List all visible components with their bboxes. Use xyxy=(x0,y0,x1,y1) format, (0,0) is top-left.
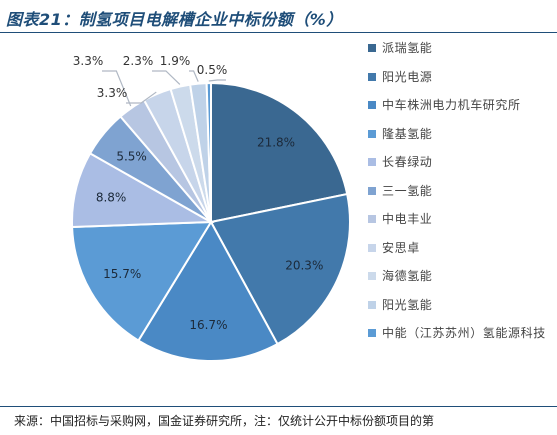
legend-swatch xyxy=(368,158,376,166)
legend-label: 中能（江苏苏州）氢能源科技 xyxy=(382,326,546,340)
slice-value-label: 8.8% xyxy=(96,191,127,205)
pie-slice xyxy=(209,192,351,346)
slice-value-label: 0.5% xyxy=(197,63,228,77)
legend-swatch xyxy=(368,329,376,337)
slice-value-label: 3.3% xyxy=(73,54,104,68)
slice-value-label: 3.3% xyxy=(97,86,128,100)
slice-value-label: 20.3% xyxy=(285,258,323,272)
legend-swatch xyxy=(368,101,376,109)
legend-item: 阳光氢能 xyxy=(368,297,554,326)
legend-swatch xyxy=(368,44,376,52)
label-leader-line xyxy=(126,91,157,104)
legend-label: 中电丰业 xyxy=(382,212,433,226)
legend-swatch xyxy=(368,300,376,309)
legend-label: 派瑞氢能 xyxy=(382,41,433,55)
legend-label: 阳光氢能 xyxy=(382,297,433,312)
legend-label: 长春绿动 xyxy=(382,155,433,169)
legend-swatch xyxy=(368,243,376,252)
label-leader-line xyxy=(152,70,181,85)
source-divider xyxy=(0,406,557,407)
legend-label: 三一氢能 xyxy=(382,183,433,198)
legend-label: 安思卓 xyxy=(382,240,420,255)
slice-value-label: 21.8% xyxy=(257,135,295,149)
slice-value-label: 16.7% xyxy=(189,318,227,332)
slice-value-label: 1.9% xyxy=(160,54,191,68)
label-leader-line xyxy=(189,70,199,82)
chart-title: 图表21：制氢项目电解槽企业中标份额（%） xyxy=(6,10,343,29)
label-leader-line xyxy=(102,70,132,107)
legend-item: 海德氢能 xyxy=(368,268,554,297)
legend-item: 中能（江苏苏州）氢能源科技 xyxy=(368,325,554,354)
legend-label: 阳光电源 xyxy=(382,69,433,84)
title-divider xyxy=(0,32,557,33)
slice-value-label: 2.3% xyxy=(123,54,154,68)
legend-label: 隆基氢能 xyxy=(382,126,433,141)
legend-swatch xyxy=(368,72,376,81)
legend-item: 中车株洲电力机车研究所 xyxy=(368,97,554,126)
slice-value-label: 5.5% xyxy=(116,150,147,164)
pie-slice xyxy=(210,81,349,224)
slice-value-label: 15.7% xyxy=(103,267,141,281)
legend-label: 海德氢能 xyxy=(382,269,433,283)
source-note: 来源：中国招标与采购网，国金证券研究所，注：仅统计公开中标份额项目的第 xyxy=(14,414,435,428)
pie-slice xyxy=(137,220,279,362)
legend-swatch xyxy=(368,215,376,223)
legend-item: 阳光电源 xyxy=(368,69,554,98)
legend-item: 安思卓 xyxy=(368,240,554,269)
legend-item: 长春绿动 xyxy=(368,154,554,183)
chart-legend: 派瑞氢能阳光电源中车株洲电力机车研究所 隆基氢能长春绿动三一氢能中电丰业安思卓海德… xyxy=(368,40,554,354)
legend-swatch xyxy=(368,186,376,195)
legend-swatch xyxy=(368,129,376,138)
legend-item: 派瑞氢能 xyxy=(368,40,554,69)
legend-item: 三一氢能 xyxy=(368,183,554,212)
legend-label: 中车株洲电力机车研究所 xyxy=(382,98,521,112)
pie-slice xyxy=(71,220,213,342)
legend-item: 隆基氢能 xyxy=(368,126,554,155)
label-leader-line xyxy=(208,79,226,82)
legend-swatch xyxy=(368,272,376,280)
legend-item: 中电丰业 xyxy=(368,211,554,240)
pie-slice xyxy=(205,81,212,223)
